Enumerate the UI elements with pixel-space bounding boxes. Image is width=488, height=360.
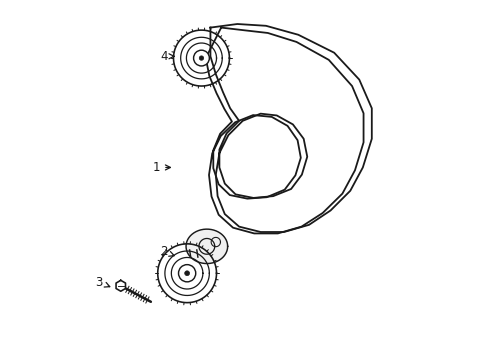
Text: 2: 2 [160, 245, 174, 258]
Circle shape [193, 50, 209, 66]
Text: 4: 4 [160, 50, 174, 63]
Polygon shape [185, 229, 227, 264]
Circle shape [184, 271, 189, 276]
Circle shape [199, 56, 203, 60]
Text: 1: 1 [152, 161, 170, 174]
Text: 3: 3 [95, 276, 109, 289]
Polygon shape [205, 24, 371, 233]
Circle shape [178, 265, 195, 282]
